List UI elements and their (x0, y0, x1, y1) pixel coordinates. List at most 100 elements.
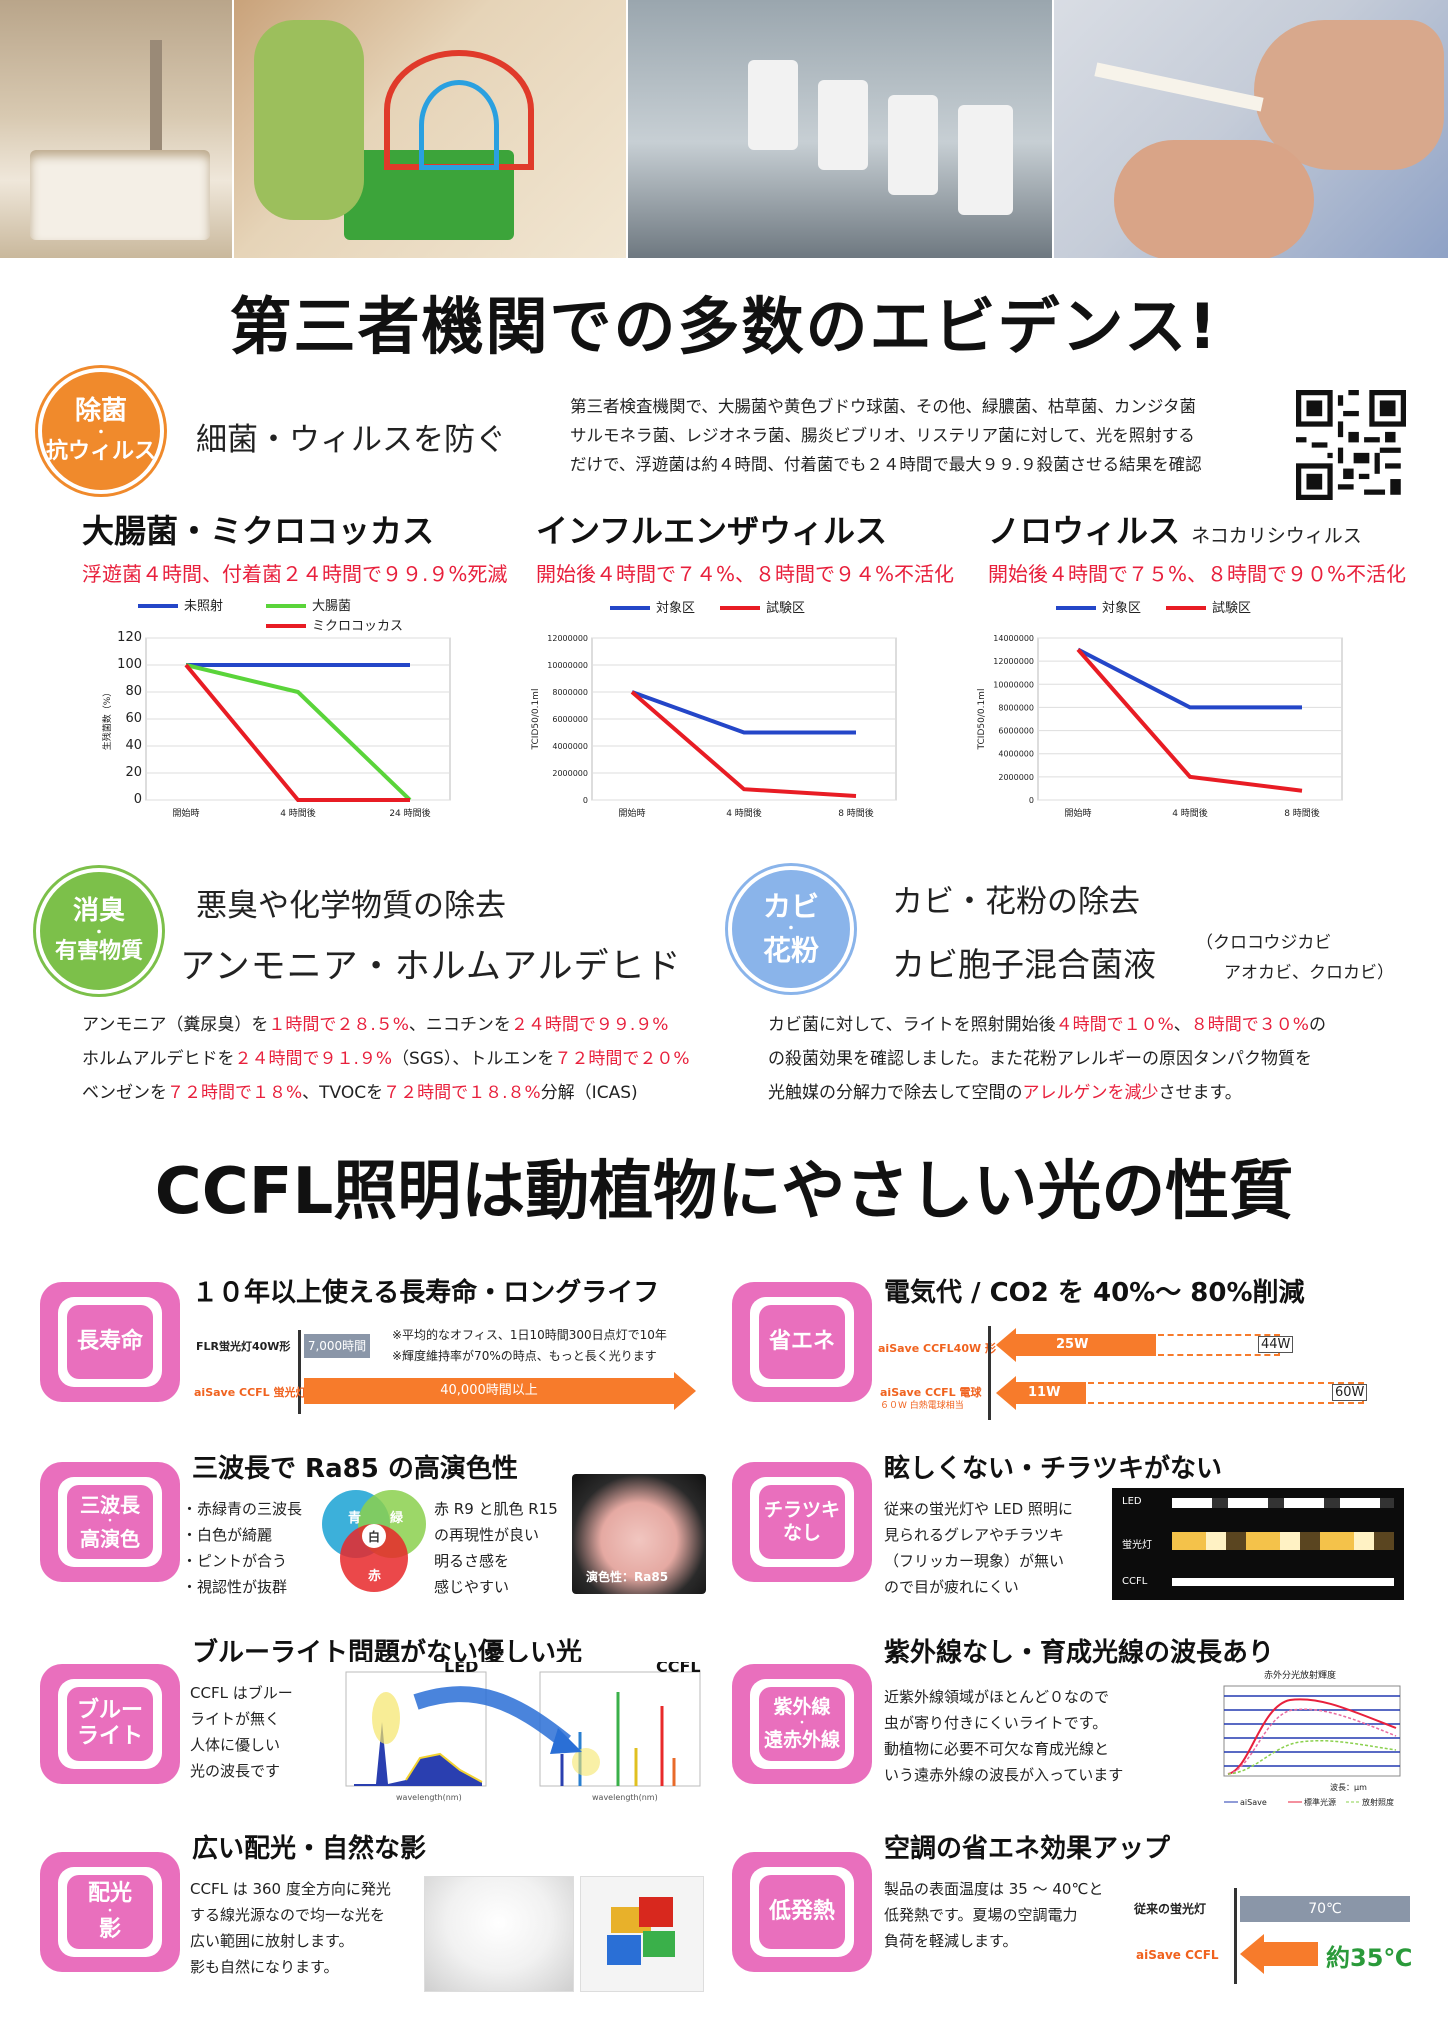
chart3-header: ノロウィルス ネコカリシウィルス 開始後４時間で７５%、８時間で９０%不活化 (988, 506, 1406, 587)
lightdist-badge-line1: 配光 (87, 1880, 132, 1906)
longlife-note1: ※平均的なオフィス、1日10時間300日点灯で10年 (392, 1328, 667, 1342)
y-axis-label: TCID50/0.1ml (531, 689, 541, 751)
child-toy-photo (234, 0, 626, 258)
uv-badge-line1: 紫外線 (773, 1696, 831, 1719)
uv-title: 紫外線なし・育成光線の波長あり (884, 1638, 1275, 1668)
y-tick-label: 10000000 (993, 680, 1034, 689)
lightdist-desc-line: 影も自然になります。 (190, 1958, 339, 1976)
ra-description: 赤 R9 と肌色 R15 の再現性が良い 明るさ感を 感じやすい (434, 1496, 558, 1600)
energy-row1-compare-value: 44W (1258, 1336, 1294, 1353)
highlight: ２４時間で９９.９% (510, 1015, 669, 1035)
sterilize-description: 第三者検査機関で、大腸菌や黄色ブドウ球菌、その他、緑膿菌、枯草菌、カンジタ菌 サ… (570, 392, 1202, 479)
infrared-legend: 標準光源 (1304, 1797, 1336, 1807)
mold-line2: カビ胞子混合菌液 (892, 945, 1156, 984)
bluelight-desc-line: ライトが無く (190, 1710, 281, 1728)
energy-row1-label: aiSave CCFL40W 形 (878, 1342, 996, 1355)
uv-desc-line: 虫が寄り付きにくいライトです。 (884, 1714, 1108, 1732)
y-tick-label: 14000000 (993, 634, 1034, 643)
ra-desc-line: 赤 R9 と肌色 R15 (434, 1500, 558, 1518)
longlife-badge-label: 長寿命 (67, 1305, 153, 1379)
text-part: 、 (1173, 1015, 1191, 1035)
ccfl-strip (1172, 1578, 1394, 1586)
mold-badge-bottom: 花粉 (762, 934, 819, 967)
sterilize-desc-line: サルモネラ菌、レジオネラ菌、腸炎ビブリオ、リステリア菌に対して、光を照射する (570, 426, 1195, 445)
series-line (631, 690, 856, 735)
bluelight-badge: ブルー ライト (40, 1664, 180, 1784)
y-tick-label: 0 (134, 792, 142, 807)
energy-row1-arrowhead (996, 1328, 1016, 1362)
y-axis-label: 生残菌数（%） (101, 688, 113, 751)
venn-white-label: 白 (368, 1529, 380, 1544)
x-tick-label: 4 時間後 (726, 807, 762, 819)
text-part: カビ菌に対して、ライトを照射開始後 (768, 1015, 1056, 1035)
energy-row2-bar: 11W (1016, 1382, 1086, 1404)
text-part: ベンゼンを (82, 1083, 167, 1103)
y-tick-label: 2000000 (998, 773, 1034, 782)
sterilize-desc-line: 第三者検査機関で、大腸菌や黄色ブドウ球菌、その他、緑膿菌、枯草菌、カンジタ菌 (570, 397, 1197, 416)
bluelight-badge-label: ブルー ライト (67, 1687, 153, 1761)
longlife-badge: 長寿命 (40, 1282, 180, 1402)
hand-photo-label: 演色性：Ra85 (586, 1570, 669, 1584)
energy-badge: 省エネ (732, 1282, 872, 1402)
lowheat-description: 製品の表面温度は 35 ～ 40℃と 低発熱です。夏場の空調電力 負荷を軽減しま… (884, 1876, 1103, 1954)
color-venn-diagram: 青 緑 赤 白 (322, 1490, 426, 1592)
flicker-badge-line2: なし (782, 1522, 821, 1544)
text-part: 光触媒の分解力で除去して空間の (768, 1083, 1023, 1103)
flicker-description: 従来の蛍光灯や LED 照明に 見られるグレアやチラツキ （フリッカー現象）が無… (884, 1496, 1073, 1600)
x-tick-label: 開始時 (618, 807, 645, 819)
hand-photo: 演色性：Ra85 (572, 1474, 706, 1594)
heat-row2-value: 約35℃ (1326, 1944, 1413, 1972)
highlight: ８時間で３０% (1190, 1015, 1309, 1035)
longlife-note2: ※輝度維持率が70%の時点、もっと長く光ります (392, 1349, 657, 1363)
energy-row2-compare (1088, 1382, 1364, 1404)
deodor-badge-top: 消臭 (72, 896, 125, 927)
y-tick-label: 2000000 (552, 769, 588, 778)
y-tick-label: 10000000 (547, 661, 588, 670)
lowheat-badge: 低発熱 (732, 1852, 872, 1972)
lowheat-desc-line: 低発熱です。夏場の空調電力 (884, 1906, 1078, 1924)
y-tick-label: 100 (117, 657, 142, 672)
longlife-divider (298, 1330, 301, 1414)
legend-label: 試験区 (1212, 600, 1251, 616)
heat-row2-label: aiSave CCFL (1136, 1948, 1219, 1962)
heat-row1-bar: 70℃ (1240, 1896, 1410, 1922)
energy-row2-arrowhead (996, 1376, 1016, 1410)
chart2-title: インフルエンザウィルス (536, 512, 888, 550)
deodor-badge-bottom: 有害物質 (54, 939, 143, 965)
heat-row1-label: 従来の蛍光灯 (1134, 1902, 1207, 1916)
text-part: 、ニコチンを (408, 1015, 511, 1035)
series-line (1077, 647, 1302, 710)
chart3-title: ノロウィルス (988, 512, 1181, 550)
energy-title: 電気代 / CO2 を 40%～ 80%削減 (884, 1278, 1305, 1308)
deodor-badge-dot: ・ (92, 925, 106, 942)
highlight: ７２時間で１８.８% (383, 1083, 541, 1103)
flicker-title: 眩しくない・チラツキがない (884, 1454, 1223, 1484)
flicker-desc-line: 従来の蛍光灯や LED 照明に (884, 1500, 1073, 1518)
ra-bullet: ・ピントが合う (182, 1552, 288, 1570)
text-part: させます。 (1158, 1083, 1242, 1103)
ra-bullets: ・赤緑青の三波長 ・白色が綺麗 ・ピントが合う ・視認性が抜群 (182, 1496, 302, 1600)
y-tick-label: 12000000 (547, 634, 588, 643)
lightdist-title: 広い配光・自然な影 (192, 1834, 427, 1864)
chart3-title-small: ネコカリシウィルス (1191, 525, 1362, 547)
series-line (1076, 648, 1303, 793)
qr-code[interactable] (1296, 390, 1406, 500)
ra-bullet: ・白色が綺麗 (182, 1526, 273, 1544)
y-tick-label: 0 (1029, 796, 1034, 805)
lowheat-badge-label: 低発熱 (759, 1875, 845, 1949)
ra-badge-line2: 高演色 (80, 1527, 140, 1551)
y-tick-label: 120 (117, 630, 142, 645)
y-tick-label: 6000000 (552, 715, 588, 724)
text-part: 分解（ICAS) (540, 1083, 638, 1103)
deodor-badge: 消臭 ・ 有害物質 (36, 868, 162, 994)
ra-desc-line: 感じやすい (434, 1578, 510, 1596)
lightdist-badge-line2: 影 (98, 1917, 121, 1942)
ccfl-spectrum-label: CCFL (656, 1662, 701, 1676)
ra-bullet: ・視認性が抜群 (182, 1578, 288, 1596)
uv-badge-label: 紫外線・遠赤外線 (759, 1687, 845, 1761)
y-tick-label: 4000000 (998, 750, 1034, 759)
legend-label: 試験区 (766, 600, 805, 616)
y-tick-label: 12000000 (993, 657, 1034, 666)
sterilize-desc-line: だけで、浮遊菌は約４時間、付着菌でも２４時間で最大９９.９殺菌させる結果を確認 (570, 455, 1202, 474)
deodor-text-line: ベンゼンを７２時間で１８%、TVOCを７２時間で１８.８%分解（ICAS) (82, 1076, 689, 1110)
